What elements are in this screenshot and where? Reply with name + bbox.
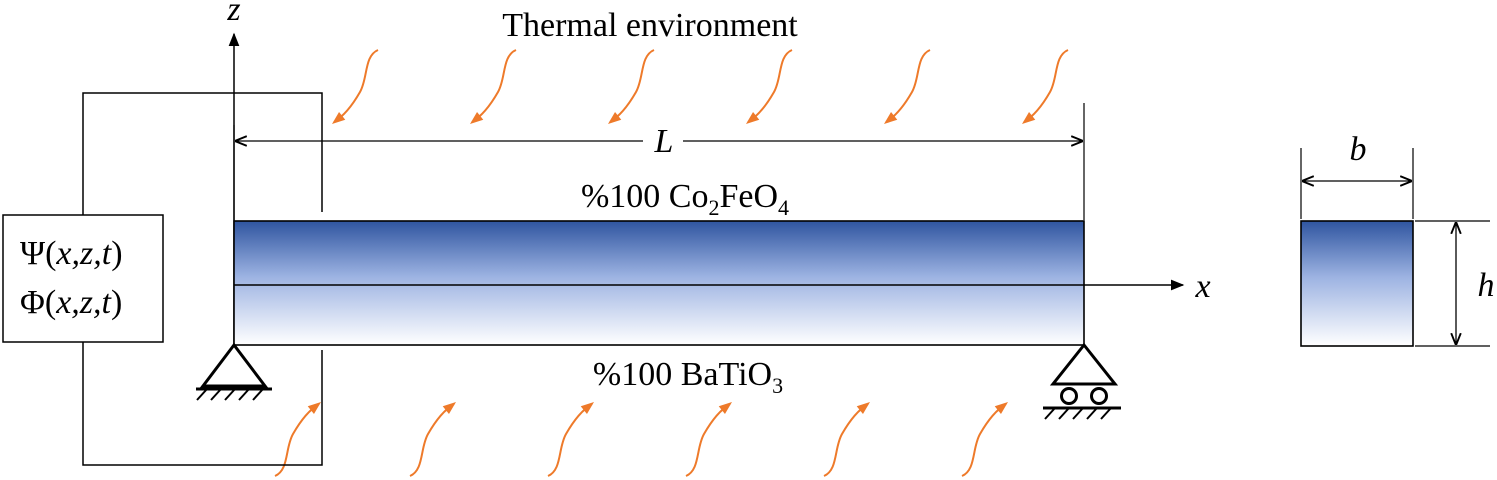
heat-arrow-bottom-0 [274, 402, 321, 477]
heat-arrow-top-2 [608, 49, 655, 124]
x-axis-label: x [1194, 268, 1210, 305]
heat-arrow-top-4 [884, 49, 931, 124]
heat-arrow-bottom-1 [409, 402, 456, 477]
circuit-wire-lower [82, 342, 323, 466]
width-label: b [1350, 131, 1367, 168]
heat-arrows-top [332, 49, 1069, 124]
heat-arrow-bottom-2 [547, 402, 594, 477]
length-label-bg [643, 124, 683, 158]
heat-arrow-top-5 [1022, 49, 1069, 124]
cross-section [1300, 220, 1414, 347]
circuit-wire [82, 92, 323, 215]
pinned-support [196, 342, 272, 401]
heat-arrow-bottom-3 [685, 402, 732, 477]
roller-support [1043, 342, 1121, 420]
heat-arrow-top-3 [746, 49, 793, 124]
height-label: h [1478, 267, 1495, 304]
heat-arrow-top-0 [332, 49, 379, 124]
bottom-material-label: %100 BaTiO3 [593, 356, 783, 398]
heat-arrow-bottom-5 [961, 402, 1008, 477]
z-axis-label: z [226, 0, 240, 28]
psi-potential: Ψ(x,z,t) [20, 235, 123, 272]
length-label: L [654, 123, 674, 160]
phi-potential: Φ(x,z,t) [20, 284, 122, 321]
thermal-environment-title: Thermal environment [502, 7, 798, 44]
heat-arrow-top-1 [470, 49, 517, 124]
potential-box [2, 214, 164, 343]
fg-beam [233, 220, 1085, 346]
heat-arrows-bottom [274, 402, 1008, 477]
top-material-label: %100 Co2FeO4 [581, 178, 789, 220]
heat-arrow-bottom-4 [823, 402, 870, 477]
